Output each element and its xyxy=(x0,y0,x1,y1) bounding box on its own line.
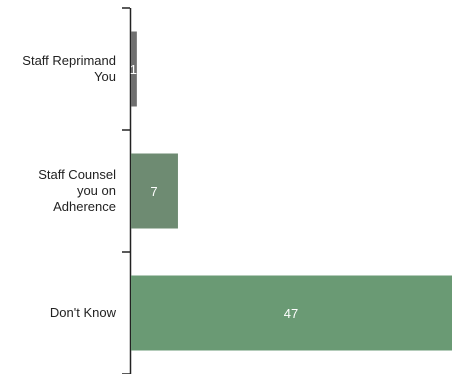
category-tick-label: Don't Know xyxy=(50,305,117,320)
data-label: 47 xyxy=(284,306,298,321)
y-axis xyxy=(122,7,132,374)
category-tick-label-line: Adherence xyxy=(53,199,116,214)
bar xyxy=(131,275,452,351)
bar xyxy=(131,31,137,107)
category-tick-label-line: you on xyxy=(77,183,116,198)
category-tick-label-line: You xyxy=(94,69,116,84)
bars xyxy=(131,31,452,351)
bar xyxy=(131,153,178,229)
category-tick-label-line: Don't Know xyxy=(50,305,117,320)
category-labels: Staff Reprimand You Staff Counsel you on Adh… xyxy=(22,53,116,320)
data-label: 7 xyxy=(150,184,157,199)
category-tick-label: Staff Counsel you on Adherence xyxy=(38,167,116,214)
category-tick-label: Staff Reprimand You xyxy=(22,53,116,84)
data-label: 1 xyxy=(130,62,137,77)
category-tick-label-line: Staff Reprimand xyxy=(22,53,116,68)
category-tick-label-line: Staff Counsel xyxy=(38,167,116,182)
